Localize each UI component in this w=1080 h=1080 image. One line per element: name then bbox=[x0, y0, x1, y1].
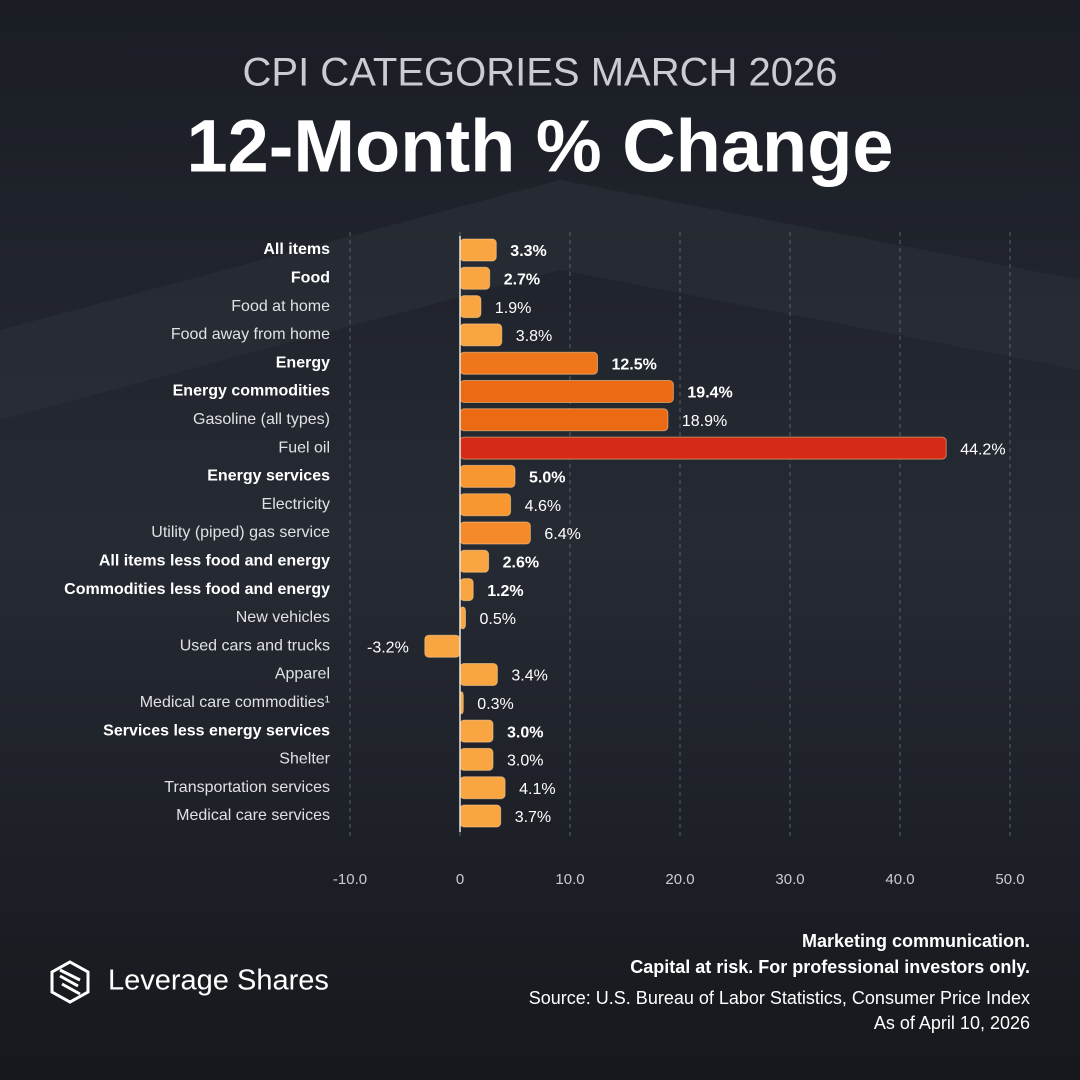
chart-subtitle: CPI CATEGORIES MARCH 2026 bbox=[243, 51, 838, 95]
x-tick-label: 30.0 bbox=[775, 871, 804, 888]
bar bbox=[459, 776, 506, 800]
value-label: 12.5% bbox=[612, 356, 657, 373]
bar bbox=[459, 663, 498, 686]
date: As of April 10, 2026 bbox=[874, 1013, 1030, 1033]
category-label: Transportation services bbox=[164, 779, 330, 796]
source: Source: U.S. Bureau of Labor Statistics,… bbox=[529, 988, 1030, 1008]
bar bbox=[459, 380, 674, 403]
bar bbox=[424, 634, 461, 658]
category-label: Electricity bbox=[262, 496, 330, 513]
canopy-shape bbox=[0, 180, 1080, 420]
value-label: -3.2% bbox=[367, 639, 409, 656]
bar bbox=[459, 464, 516, 488]
category-label: Food bbox=[291, 270, 330, 287]
value-label: 44.2% bbox=[960, 441, 1005, 458]
value-label: 3.7% bbox=[515, 809, 551, 826]
value-label: 3.0% bbox=[507, 724, 543, 741]
disclaimer: Capital at risk. For professional invest… bbox=[630, 957, 1030, 977]
bar bbox=[459, 606, 466, 630]
value-label: 18.9% bbox=[682, 413, 727, 430]
category-label: Gasoline (all types) bbox=[193, 411, 330, 428]
value-label: 2.6% bbox=[503, 555, 539, 572]
category-label: Energy services bbox=[207, 468, 330, 485]
value-label: 3.8% bbox=[516, 328, 552, 345]
bar bbox=[459, 351, 598, 375]
x-tick-label: 50.0 bbox=[995, 871, 1024, 888]
bar bbox=[459, 549, 490, 573]
value-label: 3.0% bbox=[507, 753, 543, 770]
category-label: All items less food and energy bbox=[99, 553, 330, 570]
bar bbox=[459, 238, 497, 262]
category-label: Apparel bbox=[275, 666, 330, 683]
bar bbox=[459, 521, 531, 545]
category-label: Food at home bbox=[231, 298, 330, 315]
bar bbox=[459, 493, 512, 517]
value-label: 0.5% bbox=[480, 611, 516, 628]
category-label: Energy commodities bbox=[173, 383, 330, 400]
value-label: 3.4% bbox=[511, 668, 547, 685]
category-label: New vehicles bbox=[236, 609, 330, 626]
value-label: 6.4% bbox=[544, 526, 580, 543]
bar bbox=[459, 408, 669, 432]
disclaimer: Marketing communication. bbox=[802, 931, 1030, 951]
value-label: 19.4% bbox=[687, 385, 732, 402]
x-tick-label: 20.0 bbox=[665, 871, 694, 888]
bar bbox=[459, 295, 482, 319]
x-tick-label: 10.0 bbox=[555, 871, 584, 888]
value-label: 4.6% bbox=[525, 498, 561, 515]
category-label: Medical care services bbox=[176, 807, 330, 824]
category-label: Fuel oil bbox=[278, 439, 330, 456]
bar bbox=[459, 804, 502, 828]
bar bbox=[459, 747, 494, 771]
bar bbox=[459, 323, 503, 347]
x-tick-label: 40.0 bbox=[885, 871, 914, 888]
category-label: Services less energy services bbox=[103, 722, 330, 739]
value-label: 0.3% bbox=[477, 696, 513, 713]
category-label: Energy bbox=[276, 354, 330, 371]
value-label: 3.3% bbox=[510, 243, 546, 260]
bar bbox=[459, 436, 947, 460]
category-label: Commodities less food and energy bbox=[64, 581, 330, 598]
x-tick-label: -10.0 bbox=[333, 871, 367, 888]
bar bbox=[459, 719, 494, 743]
value-label: 1.2% bbox=[487, 583, 523, 600]
value-label: 4.1% bbox=[519, 781, 555, 798]
category-label: Utility (piped) gas service bbox=[151, 524, 330, 541]
value-label: 5.0% bbox=[529, 470, 565, 487]
bar bbox=[459, 266, 491, 290]
bar bbox=[459, 578, 474, 602]
category-label: All items bbox=[263, 241, 330, 258]
category-label: Used cars and trucks bbox=[180, 637, 330, 654]
value-label: 1.9% bbox=[495, 300, 531, 317]
category-label: Food away from home bbox=[171, 326, 330, 343]
brand-logo bbox=[50, 960, 90, 1004]
value-label: 2.7% bbox=[504, 272, 540, 289]
plot: -10.0 0 10.0 20.0 30.0 40.0 50.0 All items 3.3% F… bbox=[64, 232, 1025, 888]
brand-name: Leverage Shares bbox=[108, 965, 329, 997]
category-label: Medical care commodities¹ bbox=[140, 694, 330, 711]
chart-title: 12-Month % Change bbox=[186, 105, 893, 188]
category-label: Shelter bbox=[279, 751, 330, 768]
x-tick-label: 0 bbox=[456, 871, 464, 888]
